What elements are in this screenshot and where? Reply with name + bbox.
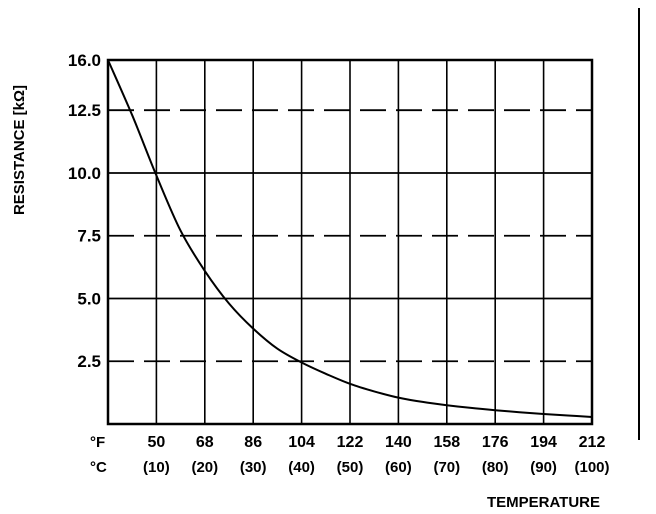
x-tick-label-c: (60) [385, 459, 412, 476]
y-tick-label: 7.5 [77, 227, 101, 246]
y-tick-label: 12.5 [68, 101, 101, 120]
x-tick-label-c: (40) [288, 459, 315, 476]
y-axis-label: RESISTANCE [kΩ] [11, 85, 28, 215]
y-tick-label: 16.0 [68, 51, 101, 70]
y-tick-labels: 16.0 12.5 10.0 7.5 5.0 2.5 [68, 51, 101, 371]
x-tick-label-f: 194 [530, 434, 557, 451]
y-tick-label: 10.0 [68, 164, 101, 183]
x-tick-label-f: 122 [337, 434, 364, 451]
x-tick-label-c: (30) [240, 459, 267, 476]
plot-frame [106, 58, 594, 426]
x-tick-label-c: (90) [530, 459, 557, 476]
x-tick-label-f: 140 [385, 434, 412, 451]
x-tick-label-c: (80) [482, 459, 509, 476]
x-tick-label-f: 176 [482, 434, 509, 451]
x-tick-label-f: 158 [433, 434, 460, 451]
y-tick-label: 2.5 [77, 352, 101, 371]
x-axis-label: TEMPERATURE [487, 494, 600, 511]
x-unit-celsius: °C [90, 459, 107, 476]
x-tick-label-f: 212 [579, 434, 606, 451]
x-tick-label-f: 104 [288, 434, 315, 451]
x-tick-label-c: (100) [574, 459, 609, 476]
x-unit-fahrenheit: °F [90, 434, 105, 451]
grid [108, 60, 593, 424]
y-tick-label: 5.0 [77, 289, 101, 308]
resistance-curve [107, 59, 593, 418]
x-tick-label-f: 86 [244, 434, 262, 451]
x-tick-label-c: (10) [143, 459, 170, 476]
x-tick-label-c: (70) [433, 459, 460, 476]
x-tick-labels: 50 (10) 68 (20) 86 (30) 104 (40) 122 (50) 140 (60) 1… [143, 434, 609, 476]
x-tick-label-c: (20) [191, 459, 218, 476]
x-tick-label-f: 68 [196, 434, 214, 451]
x-tick-label-c: (50) [337, 459, 364, 476]
x-tick-label-f: 50 [148, 434, 166, 451]
